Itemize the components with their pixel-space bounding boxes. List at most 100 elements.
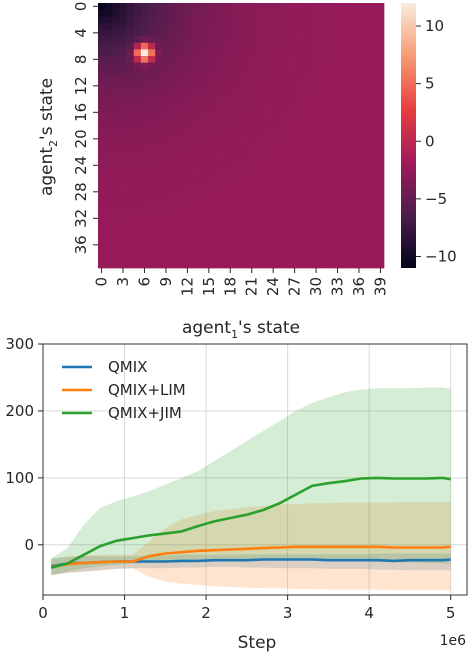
heatmap-cell [269,102,278,110]
heatmap-cell [376,122,385,130]
heatmap-cell [298,62,306,70]
heatmap-cell [255,195,263,203]
heatmap-cell [369,175,378,183]
heatmap-cell [126,115,135,123]
heatmap-cell [362,29,371,37]
heatmap-cell [119,261,127,269]
heatmap-cell [262,168,270,176]
heatmap-cell [105,135,113,143]
heatmap-x-tick-label: 21 [243,277,261,296]
line-chart-x-axis-label: Step [238,633,277,652]
heatmap-cell [133,89,142,97]
heatmap-cell [362,62,371,70]
heatmap-cell [248,9,256,17]
heatmap-cell [376,168,385,176]
heatmap-cell [212,16,220,24]
heatmap-cell [291,109,299,116]
heatmap-cell [283,56,292,63]
heatmap-cell [169,102,177,110]
heatmap-cell [212,109,220,116]
heatmap-cell [105,241,113,249]
heatmap-cell [140,181,149,189]
heatmap-cell [176,208,185,216]
heatmap-cell [119,241,127,249]
heatmap-cell [155,155,163,163]
heatmap-cell [169,42,177,50]
heatmap-cell [198,254,206,262]
heatmap-cell [319,168,328,176]
heatmap-cell [212,162,220,169]
heatmap-cell [305,9,313,17]
heatmap-cell [276,254,285,262]
heatmap-cell [348,148,356,156]
heatmap-cell [362,9,371,17]
heatmap-cell [119,115,127,123]
heatmap-cell [112,16,120,24]
heatmap-cell [205,142,213,150]
x-tick-label: 3 [283,604,293,622]
heatmap-cell [376,56,385,63]
heatmap-cell [133,234,142,242]
heatmap-cell [226,195,235,203]
heatmap-cell [248,208,256,216]
heatmap-cell [183,175,192,183]
heatmap-cell [205,162,213,169]
heatmap-cell [190,69,199,77]
heatmap-cell [248,195,256,203]
heatmap-cell [269,142,278,150]
colorbar [401,3,416,268]
heatmap-cell [126,95,135,103]
heatmap-cell [262,234,270,242]
heatmap-cell [376,82,385,90]
heatmap-y-tick-label: 32 [72,209,90,228]
heatmap-cell [291,49,299,57]
heatmap-cell [140,128,149,136]
heatmap-cell [248,128,256,136]
heatmap-cell [162,148,170,156]
heatmap-cell [326,42,335,50]
heatmap-cell [312,56,320,63]
heatmap-cell [362,148,371,156]
heatmap-cell [176,135,185,143]
heatmap-cell [105,201,113,209]
heatmap-cell [369,155,378,163]
heatmap-cell [119,36,127,44]
heatmap-cell [148,195,156,203]
heatmap-cell [291,22,299,30]
heatmap-cell [326,195,335,203]
heatmap-cell [140,69,149,77]
heatmap-cell [212,42,220,50]
heatmap-cell [133,162,142,169]
heatmap-cell [169,248,177,256]
heatmap-cell [291,36,299,44]
heatmap-cell [298,155,306,163]
heatmap-cell [162,261,170,269]
heatmap-cell [105,208,113,216]
heatmap-cell [369,168,378,176]
heatmap-cell [369,122,378,130]
heatmap-cell [262,228,270,236]
heatmap-cell [262,135,270,143]
heatmap-cell [362,248,371,256]
heatmap-cell [105,168,113,176]
heatmap-cell [212,168,220,176]
heatmap-cell [133,109,142,116]
heatmap-cell [105,175,113,183]
heatmap-cell [112,3,120,10]
heatmap-cell [169,95,177,103]
heatmap-y-tick-label: 20 [72,129,90,148]
heatmap-cell [98,102,106,110]
heatmap-cell [126,261,135,269]
heatmap-cell [226,115,235,123]
heatmap-cell [212,49,220,57]
heatmap-cell [219,56,228,63]
heatmap-cell [241,254,249,262]
heatmap-cell [319,56,328,63]
heatmap-cell [112,22,120,30]
heatmap-cell [269,201,278,209]
heatmap-cell [362,188,371,196]
heatmap-cell [262,155,270,163]
heatmap-cell [241,29,249,37]
heatmap-cell [305,162,313,169]
heatmap-cell [105,215,113,222]
